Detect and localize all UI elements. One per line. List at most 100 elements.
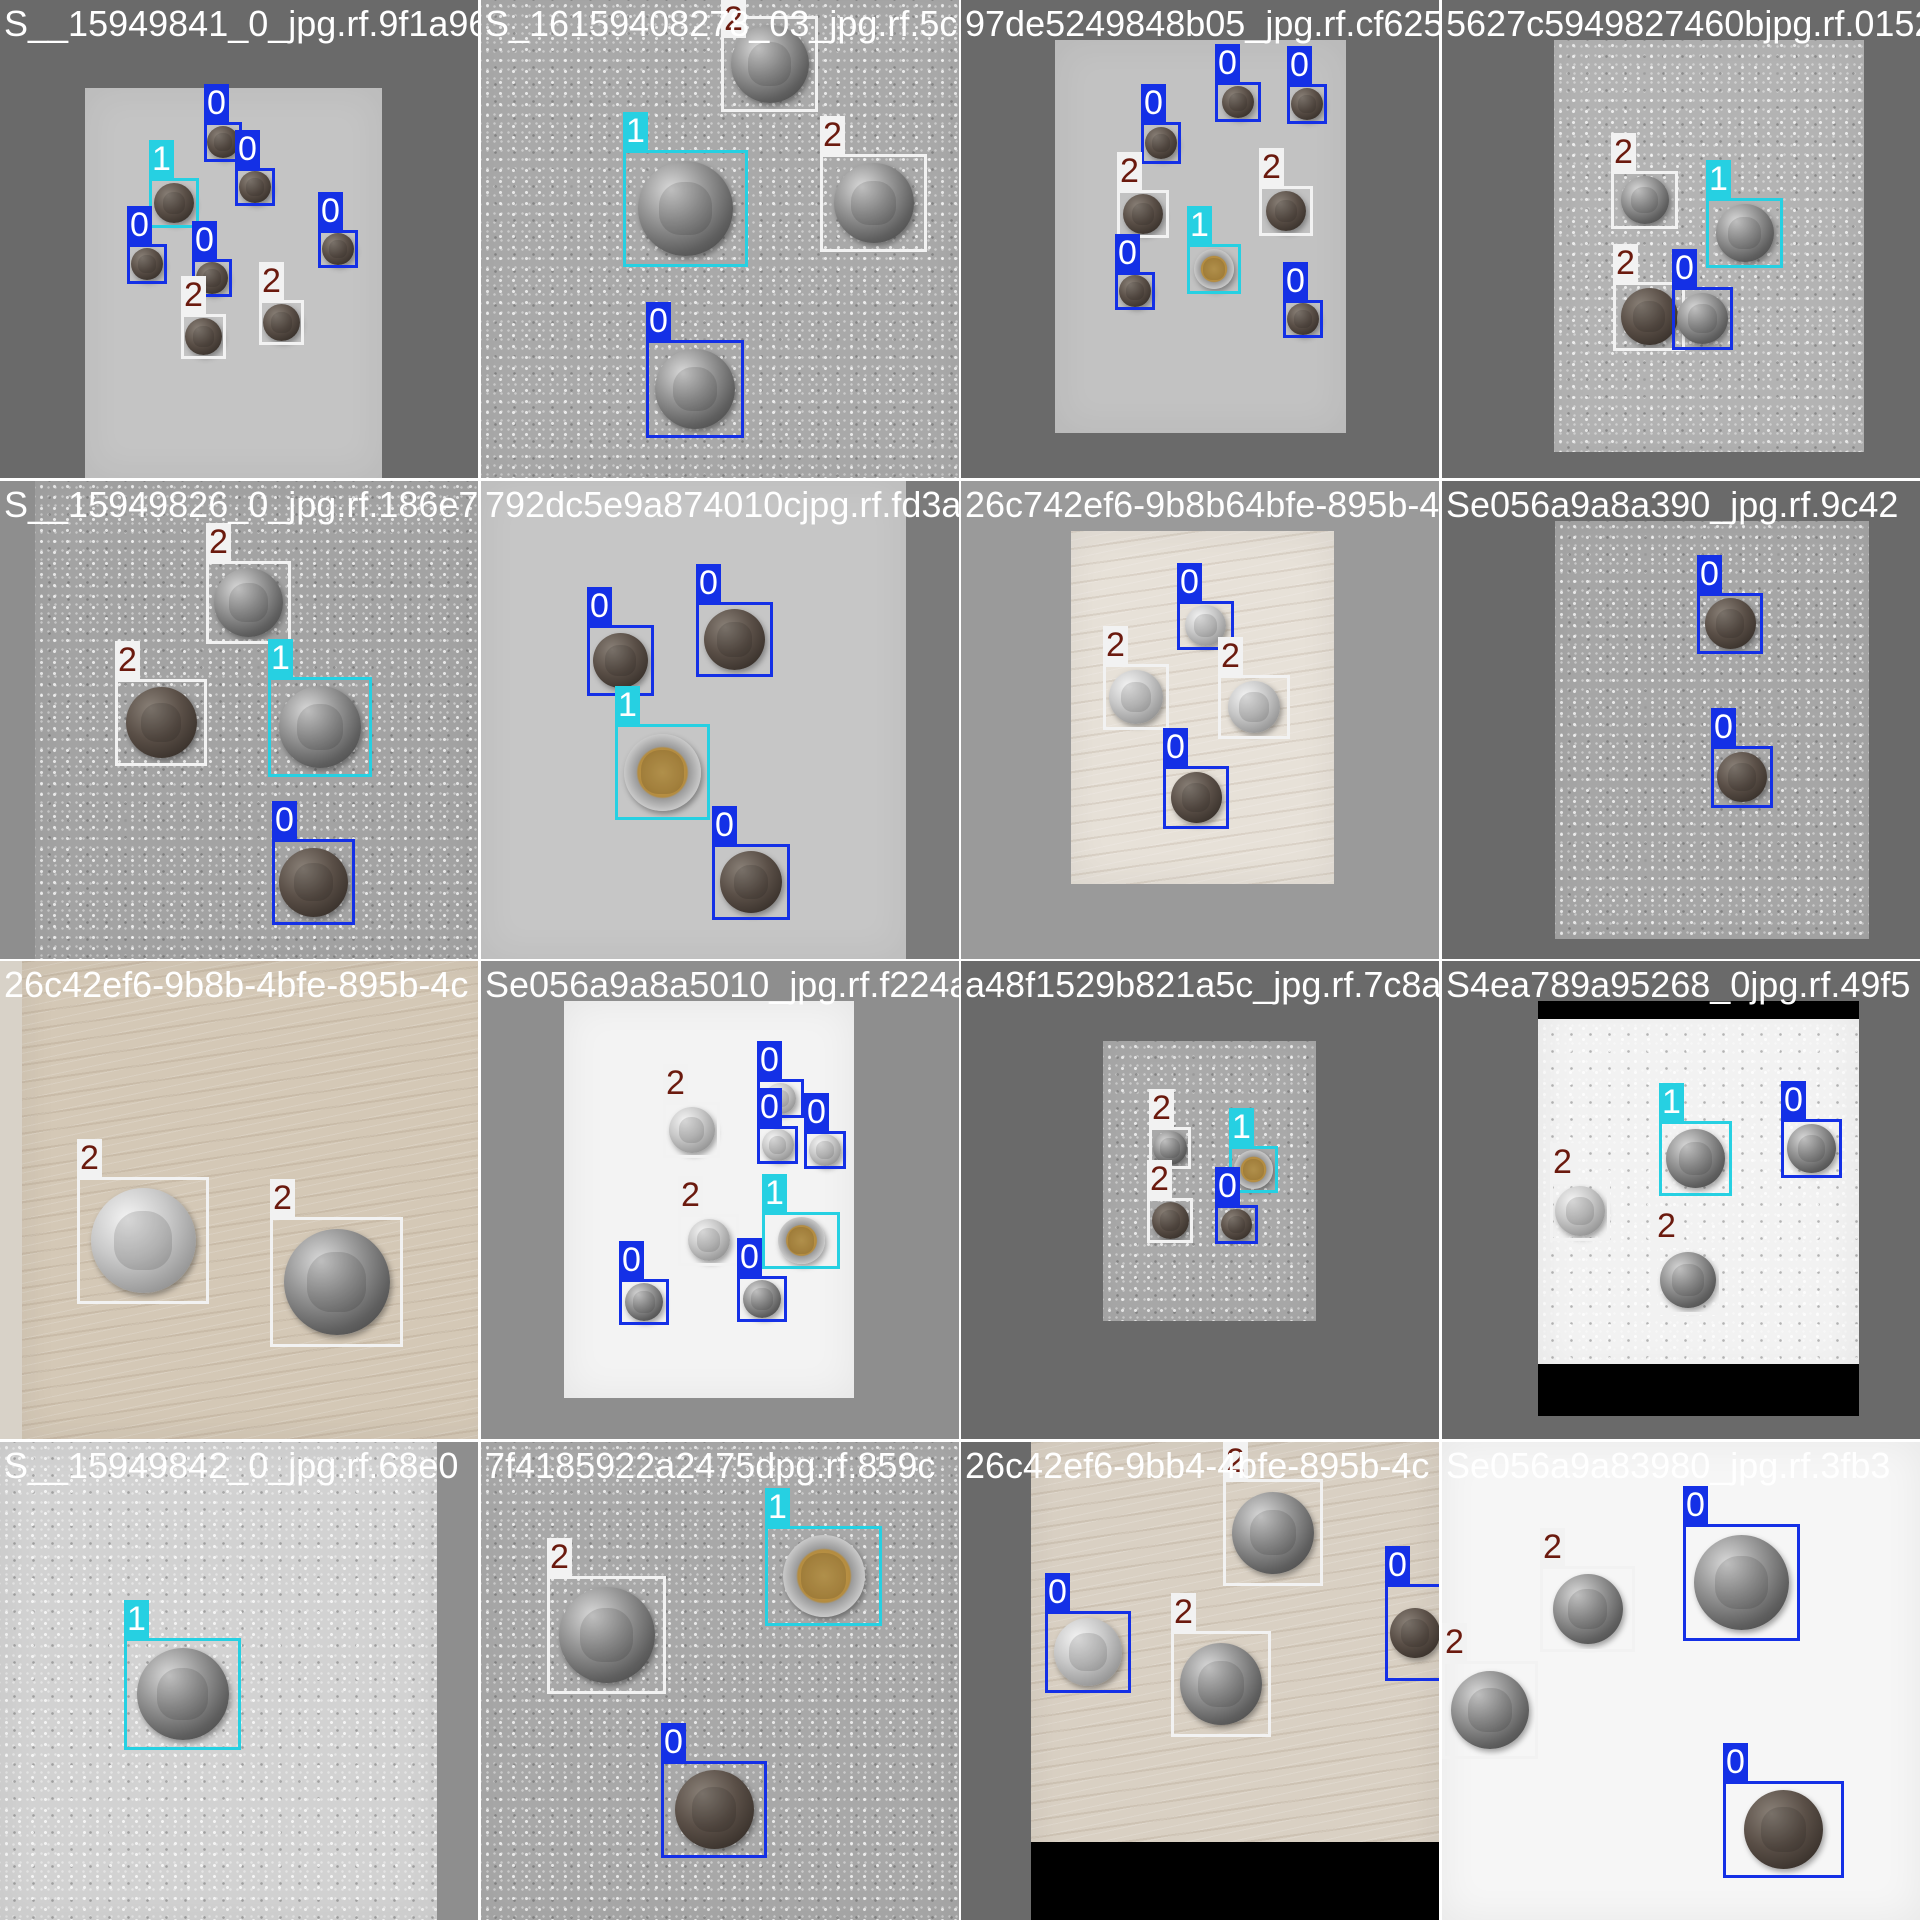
tile-filename-caption: 26c42ef6-9b8b-4bfe-895b-4c: [4, 964, 469, 1005]
class-label-tag: 0: [804, 1093, 829, 1131]
coin-dark: [1266, 191, 1306, 231]
class-label-tag: 2: [721, 0, 746, 38]
detection-box-class-1: [1706, 198, 1783, 268]
tile-photo: [1103, 1041, 1316, 1321]
class-label-tag: 2: [1223, 1442, 1248, 1480]
coin-grey: [1677, 293, 1728, 344]
coin-grey: [279, 686, 361, 768]
coin-face: [1227, 1215, 1246, 1234]
coin-grey: [136, 1648, 229, 1740]
detection-box-class-0: [1283, 300, 1323, 338]
class-label-tag: 0: [619, 1241, 644, 1279]
class-label-tag: 0: [1683, 1486, 1708, 1524]
class-label-tag: 0: [1697, 555, 1722, 593]
coin-silver: [1555, 1186, 1605, 1236]
coin-face: [1152, 134, 1170, 152]
detection-box-class-0: [757, 1126, 798, 1164]
letterbox-band: [1538, 1001, 1859, 1019]
class-label-tag: 2: [1103, 626, 1128, 664]
detection-box-class-0: [1711, 746, 1773, 808]
detection-box-class-1: [149, 178, 199, 228]
class-label-tag: 0: [192, 221, 217, 259]
detection-box-class-0: [272, 839, 355, 925]
class-label-tag: 2: [547, 1538, 572, 1576]
coin-dark: [154, 183, 194, 223]
mosaic-tile-12: 1 0 2 2 S4ea789a95268_0jpg.rf.49f5: [1442, 961, 1920, 1439]
coin-face: [1631, 186, 1658, 214]
coin-dark: [720, 851, 782, 913]
coin-face: [297, 704, 343, 750]
detection-box-class-2: [820, 154, 927, 252]
class-label-tag: 2: [115, 641, 140, 679]
coin-dark: [1704, 598, 1756, 649]
coin-grey: [283, 1229, 390, 1335]
tile-filename-caption: 792dc5e9a874010cjpg.rf.fd3a5: [485, 484, 959, 525]
coin-face: [1181, 783, 1211, 812]
tile-photo: [1554, 40, 1864, 452]
coin-face: [229, 583, 268, 622]
coin-face: [1298, 95, 1316, 113]
detection-box-class-0: [712, 844, 790, 920]
coin-face: [1678, 1141, 1713, 1176]
tile-filename-caption: S4ea789a95268_0jpg.rf.49f5: [1446, 964, 1911, 1005]
detection-box-class-1: [765, 1526, 882, 1626]
detection-box-class-2: [1540, 1566, 1635, 1652]
class-label-tag: 2: [1611, 133, 1636, 171]
detection-box-class-2: [663, 1102, 720, 1158]
class-label-tag: 0: [1672, 249, 1697, 287]
tile-filename-caption: Se056a9a8a390_jpg.rf.9c42: [1446, 484, 1899, 525]
coin-face: [717, 622, 752, 657]
coin-grey: [1232, 1491, 1314, 1574]
tile-filename-caption: S_16159408278_03_jpg.rf.5cb2497d: [485, 3, 959, 44]
coin-face: [1131, 202, 1155, 226]
detection-box-class-2: [1611, 171, 1678, 229]
coin-grey: [1451, 1671, 1529, 1749]
class-label-tag: 1: [1229, 1108, 1254, 1146]
detection-box-class-0: [1215, 1205, 1258, 1244]
coin-grey: [655, 349, 735, 429]
coin-face: [640, 750, 685, 794]
detection-box-class-2: [1218, 675, 1290, 739]
class-label-tag: 1: [1659, 1083, 1684, 1121]
class-label-tag: 0: [1283, 262, 1308, 300]
tile-photo: [564, 1001, 854, 1398]
coin-grey: [1620, 176, 1669, 224]
class-label-tag: 0: [1215, 1167, 1240, 1205]
coin-grey: [214, 568, 283, 637]
class-label-tag: 2: [1171, 1593, 1196, 1631]
coin-bimetal: [777, 1217, 825, 1264]
detection-box-class-2: [1171, 1631, 1271, 1737]
tile-photo: [22, 961, 478, 1439]
detection-box-class-2: [181, 314, 226, 359]
coin-face: [1633, 300, 1665, 333]
coin-silver: [809, 1134, 841, 1166]
coin-grey: [730, 25, 809, 103]
coin-silver: [668, 1107, 715, 1153]
detection-box-class-0: [1683, 1524, 1800, 1641]
class-label-tag: 0: [272, 801, 297, 839]
coin-silver: [761, 1129, 794, 1161]
detection-box-class-2: [115, 679, 207, 766]
detection-box-class-0: [1697, 593, 1763, 654]
class-label-tag: 2: [820, 116, 845, 154]
tile-filename-caption: 5627c5949827460bjpg.rf.0152: [1446, 3, 1920, 44]
detection-box-class-0: [646, 340, 744, 438]
coin-face: [329, 240, 347, 258]
class-label-tag: 0: [1385, 1546, 1410, 1584]
class-label-tag: 2: [1613, 244, 1638, 282]
class-label-tag: 0: [1287, 46, 1312, 84]
mosaic-tile-3: 0 0 0 2 2 1 0 0 97de5249848b05_jpg.rf.cf6256: [961, 0, 1439, 478]
coin-silver: [687, 1219, 730, 1261]
detection-box-class-2: [1103, 664, 1169, 730]
detection-box-class-2: [721, 16, 818, 112]
tile-photo: [35, 481, 478, 959]
coin-dark: [207, 126, 239, 158]
class-label-tag: 0: [587, 587, 612, 625]
class-label-tag: 0: [1045, 1573, 1070, 1611]
mosaic-tile-2: 2 1 2 0 S_16159408278_03_jpg.rf.5cb2497d: [481, 0, 959, 478]
coin-face: [691, 1787, 737, 1832]
coin-face: [162, 191, 186, 215]
coin-dark: [1222, 86, 1254, 118]
detection-box-class-2: [270, 1217, 403, 1347]
class-label-tag: 0: [737, 1238, 762, 1276]
